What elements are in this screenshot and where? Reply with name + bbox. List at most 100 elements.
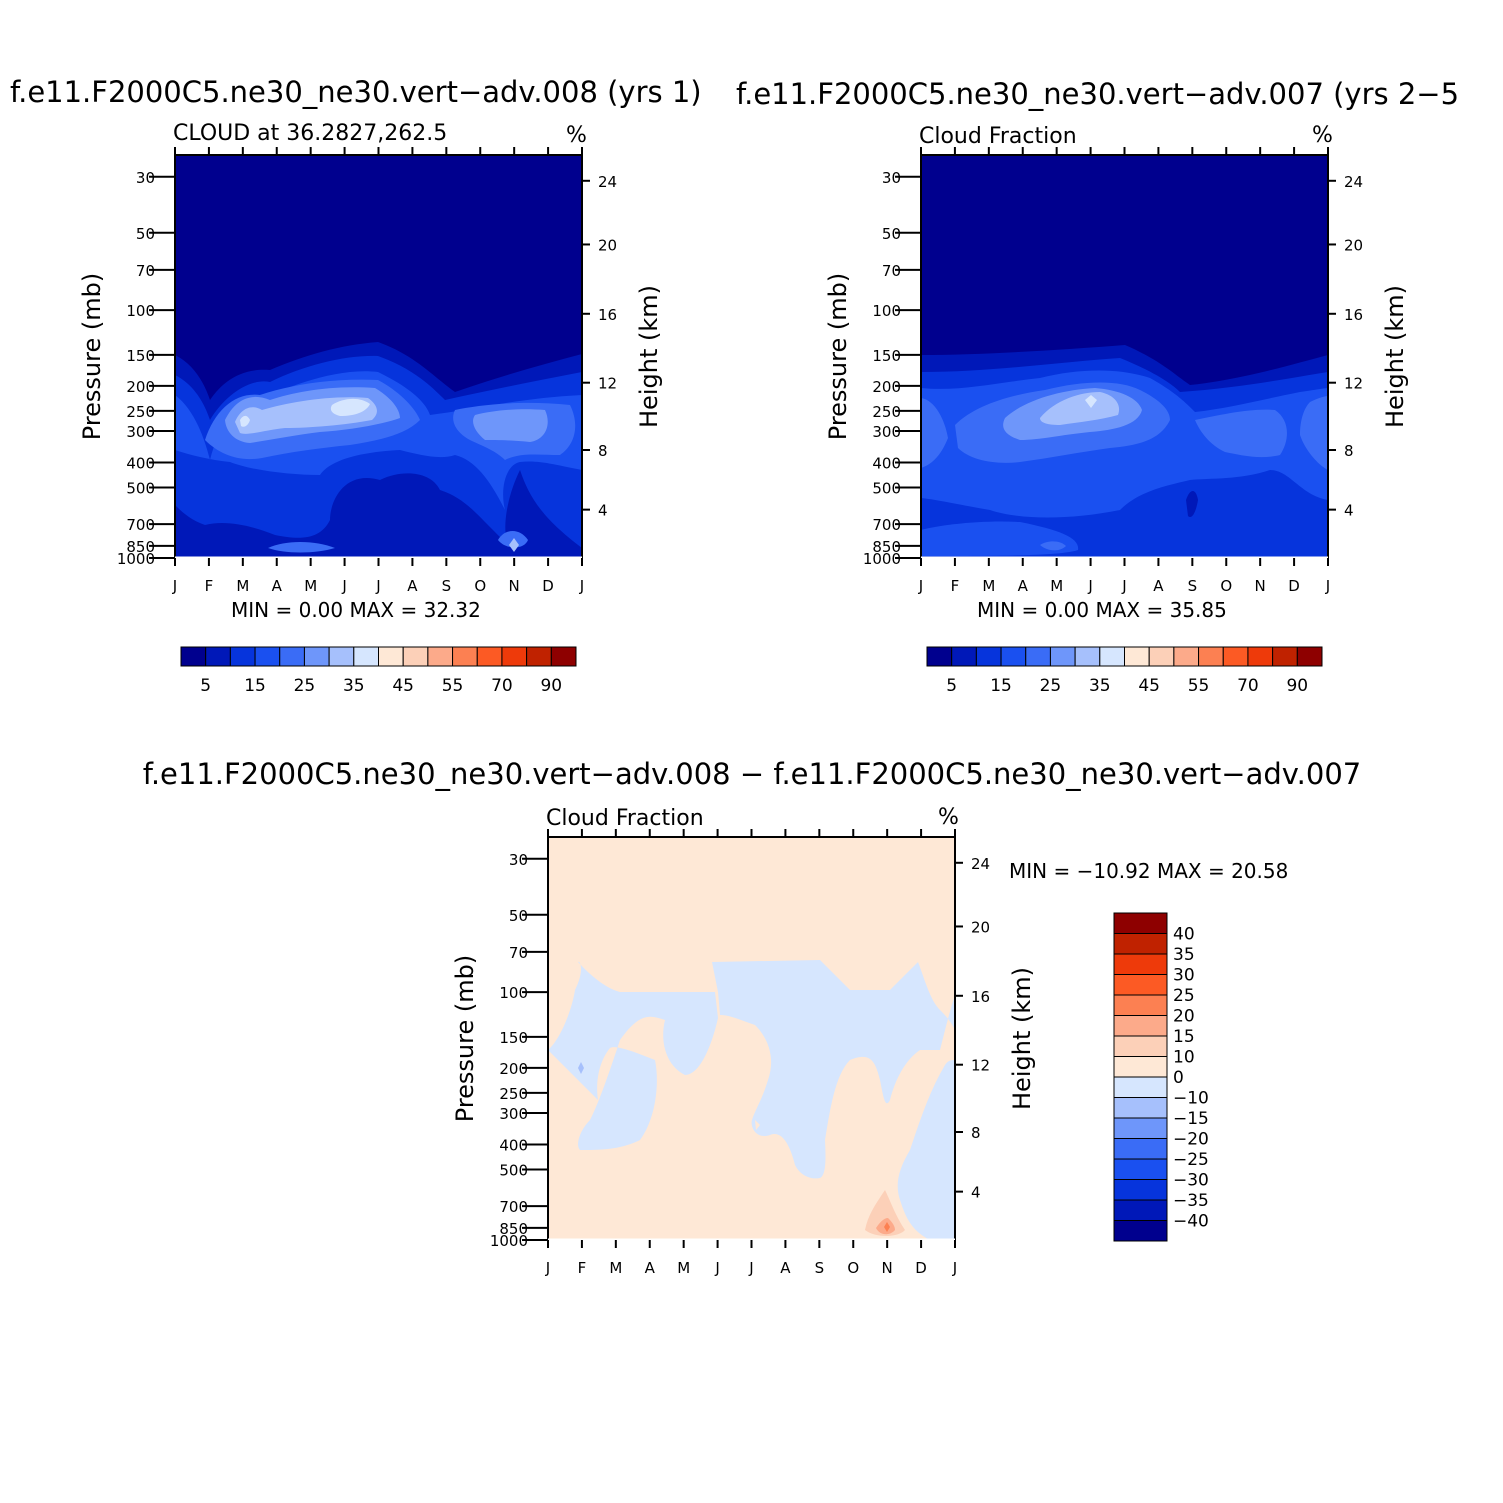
panel-1-colorbar: 5 15 25 35 45 55 70 90	[180, 646, 577, 696]
y-tick-label: 30	[136, 169, 155, 187]
panel-2-title: f.e11.F2000C5.ne30_ne30.vert−adv.007 (yr…	[736, 77, 1459, 111]
y-tick-label: 700	[126, 516, 155, 534]
x-tick-label: J	[1325, 577, 1330, 595]
colorbar-swatch	[526, 646, 552, 667]
x-tick-label: M	[677, 1259, 690, 1277]
panel-1-field	[175, 155, 582, 558]
x-tick-label: D	[915, 1259, 927, 1277]
colorbar-label: 0	[1173, 1068, 1184, 1088]
x-tick-label: J	[918, 577, 923, 595]
panel-3-contour-20	[884, 1222, 890, 1232]
y-right-tick-label: 20	[971, 918, 990, 936]
colorbar-label: 5	[946, 676, 957, 696]
x-tick-label: J	[375, 577, 380, 595]
y-tick-label: 700	[872, 516, 901, 534]
x-tick-label: S	[442, 577, 452, 595]
colorbar-label: 25	[294, 676, 316, 696]
x-tick-label: F	[205, 577, 214, 595]
panel-3-title: f.e11.F2000C5.ne30_ne30.vert−adv.008 − f…	[143, 757, 1362, 791]
x-tick-label: J	[545, 1259, 550, 1277]
colorbar-label: 35	[343, 676, 365, 696]
colorbar-label: 35	[1173, 945, 1195, 965]
colorbar-swatch	[452, 646, 478, 667]
panel-3-contour-10-15	[865, 1190, 905, 1236]
panel-2: f.e11.F2000C5.ne30_ne30.vert−adv.007 (yr…	[736, 77, 1459, 595]
panel-1: f.e11.F2000C5.ne30_ne30.vert−adv.008 (yr…	[10, 75, 702, 595]
y-tick-label: 700	[499, 1198, 528, 1216]
x-tick-label: D	[1288, 577, 1300, 595]
panel-3-contour-small	[578, 1062, 584, 1074]
colorbar-swatch	[180, 646, 207, 667]
y-right-tick-label: 16	[1344, 306, 1363, 324]
x-tick-label: N	[1255, 577, 1266, 595]
x-tick-label: J	[714, 1259, 719, 1277]
colorbar-label: −40	[1173, 1212, 1209, 1232]
y-tick-label: 400	[872, 454, 901, 472]
colorbar-swatch	[951, 646, 977, 667]
colorbar-swatch	[353, 646, 379, 667]
x-tick-label: M	[236, 577, 249, 595]
panel-1-contour-9	[509, 538, 519, 552]
y-right-axis-label: Height (km)	[1008, 967, 1036, 1110]
y-right-tick-label: 4	[598, 502, 608, 520]
x-tick-label: A	[1153, 577, 1164, 595]
panel-1-title: f.e11.F2000C5.ne30_ne30.vert−adv.008 (yr…	[10, 75, 702, 109]
y-tick-label: 50	[136, 225, 155, 243]
x-tick-label: J	[748, 1259, 753, 1277]
y-right-tick-label: 16	[971, 988, 990, 1006]
x-tick-label: M	[609, 1259, 622, 1277]
colorbar-swatch	[1296, 646, 1323, 667]
x-tick-label: O	[1220, 577, 1232, 595]
x-tick-label: A	[272, 577, 283, 595]
y-tick-label: 150	[499, 1029, 528, 1047]
panel-2-axes: J F M A M J J A S O N D J 30 50 70 100 150 200 250 300 400 500…	[824, 147, 1409, 595]
colorbar-swatch	[254, 646, 281, 667]
y-tick-label: 70	[509, 944, 528, 962]
y-tick-label: 150	[872, 347, 901, 365]
panel-2-units: %	[1312, 123, 1333, 148]
colorbar-swatch	[1113, 1015, 1168, 1037]
y-tick-label: 850	[126, 538, 155, 556]
colorbar-label: −20	[1173, 1130, 1209, 1150]
y-tick-label: 300	[872, 423, 901, 441]
colorbar-label: 45	[1138, 676, 1160, 696]
colorbar-swatch	[1113, 1179, 1168, 1201]
colorbar-label: 25	[1173, 986, 1195, 1006]
colorbar-label: −25	[1173, 1150, 1209, 1170]
y-tick-label: 100	[872, 302, 901, 320]
y-tick-label: 1000	[863, 550, 901, 568]
x-tick-label: M	[982, 577, 995, 595]
colorbar-swatch	[1113, 1035, 1168, 1057]
y-right-tick-label: 4	[1344, 502, 1354, 520]
y-right-tick-label: 4	[971, 1184, 981, 1202]
colorbar-swatch	[303, 646, 330, 667]
panel-2-contour-8	[921, 521, 1079, 556]
y-tick-label: 500	[499, 1161, 528, 1179]
x-tick-label: F	[951, 577, 960, 595]
colorbar-swatch	[205, 646, 231, 667]
y-right-tick-label: 16	[598, 306, 617, 324]
x-tick-label: A	[645, 1259, 656, 1277]
y-tick-label: 50	[882, 225, 901, 243]
y-tick-label: 300	[126, 423, 155, 441]
y-axis-label: Pressure (mb)	[824, 273, 852, 440]
colorbar-swatch	[476, 646, 503, 667]
x-tick-label: A	[780, 1259, 791, 1277]
panel-1-contour-8	[268, 531, 528, 553]
panel-2-stats: MIN = 0.00 MAX = 35.85	[977, 598, 1227, 622]
colorbar-swatch	[1222, 646, 1249, 667]
panel-1-stats: MIN = 0.00 MAX = 32.32	[231, 598, 481, 622]
colorbar-label: 70	[1237, 676, 1259, 696]
y-tick-label: 150	[126, 347, 155, 365]
colorbar-swatch	[1113, 994, 1168, 1016]
panel-2-contour-4	[921, 382, 1328, 470]
colorbar-swatch	[975, 646, 1002, 667]
y-axis-label: Pressure (mb)	[451, 955, 479, 1122]
colorbar-swatch	[1173, 646, 1200, 667]
colorbar-swatch	[427, 646, 454, 667]
colorbar-label: 20	[1173, 1007, 1195, 1027]
panel-2-subtitle: Cloud Fraction	[919, 124, 1077, 149]
panel-3-stats: MIN = −10.92 MAX = 20.58	[1009, 859, 1288, 883]
colorbar-label: 70	[491, 676, 513, 696]
